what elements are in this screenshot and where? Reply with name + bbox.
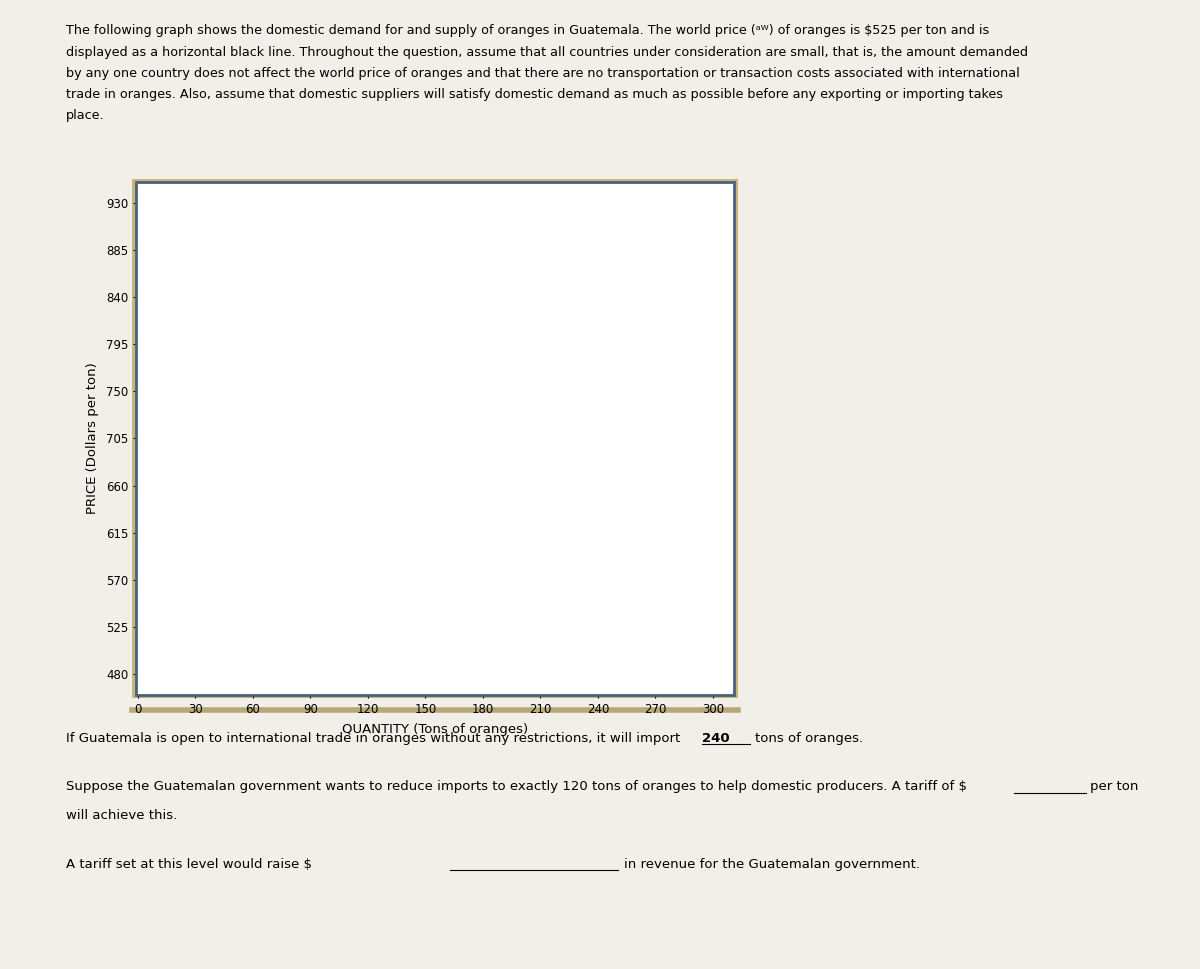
Text: by any one country does not affect the world price of oranges and that there are: by any one country does not affect the w…	[66, 67, 1020, 79]
Text: 240: 240	[702, 732, 730, 744]
Text: A tariff set at this level would raise $: A tariff set at this level would raise $	[66, 858, 312, 870]
Text: place.: place.	[66, 109, 104, 122]
Text: Domestic Demand: Domestic Demand	[144, 206, 260, 219]
Text: $P_W$: $P_W$	[665, 605, 685, 621]
Text: in revenue for the Guatemalan government.: in revenue for the Guatemalan government…	[624, 858, 920, 870]
Text: tons of oranges.: tons of oranges.	[755, 732, 863, 744]
Text: If Guatemala is open to international trade in oranges without any restrictions,: If Guatemala is open to international tr…	[66, 732, 680, 744]
X-axis label: QUANTITY (Tons of oranges): QUANTITY (Tons of oranges)	[342, 723, 528, 735]
Y-axis label: PRICE (Dollars per ton): PRICE (Dollars per ton)	[86, 362, 98, 515]
Text: trade in oranges. Also, assume that domestic suppliers will satisfy domestic dem: trade in oranges. Also, assume that dome…	[66, 88, 1003, 101]
Text: Domestic Supply: Domestic Supply	[550, 211, 655, 225]
Text: per ton: per ton	[1090, 780, 1138, 793]
Text: displayed as a horizontal black line. Throughout the question, assume that all c: displayed as a horizontal black line. Th…	[66, 46, 1028, 58]
Text: Suppose the Guatemalan government wants to reduce imports to exactly 120 tons of: Suppose the Guatemalan government wants …	[66, 780, 967, 793]
Text: will achieve this.: will achieve this.	[66, 809, 178, 822]
Text: 30, 525: 30, 525	[218, 594, 266, 607]
Text: The following graph shows the domestic demand for and supply of oranges in Guate: The following graph shows the domestic d…	[66, 24, 989, 37]
